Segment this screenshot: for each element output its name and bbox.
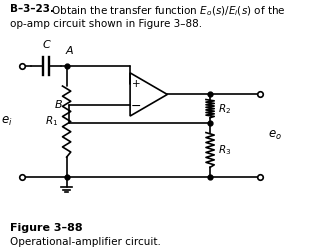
Text: B: B <box>55 100 62 110</box>
Text: A: A <box>66 46 73 56</box>
Text: +: + <box>132 79 140 89</box>
Text: Operational-amplifier circuit.: Operational-amplifier circuit. <box>10 237 161 247</box>
Text: Obtain the transfer function $E_o(s)/E_i(s)$ of the: Obtain the transfer function $E_o(s)/E_i… <box>45 4 285 18</box>
Text: op-amp circuit shown in Figure 3–88.: op-amp circuit shown in Figure 3–88. <box>10 19 202 29</box>
Text: $e_i$: $e_i$ <box>1 115 13 128</box>
Text: $R_3$: $R_3$ <box>218 143 232 157</box>
Text: B–3–23.: B–3–23. <box>10 4 54 15</box>
Text: $R_2$: $R_2$ <box>218 102 231 116</box>
Text: C: C <box>42 40 50 50</box>
Text: Figure 3–88: Figure 3–88 <box>10 223 83 233</box>
Text: $e_o$: $e_o$ <box>268 129 282 142</box>
Text: −: − <box>131 100 141 113</box>
Text: $R_1$: $R_1$ <box>45 115 58 128</box>
